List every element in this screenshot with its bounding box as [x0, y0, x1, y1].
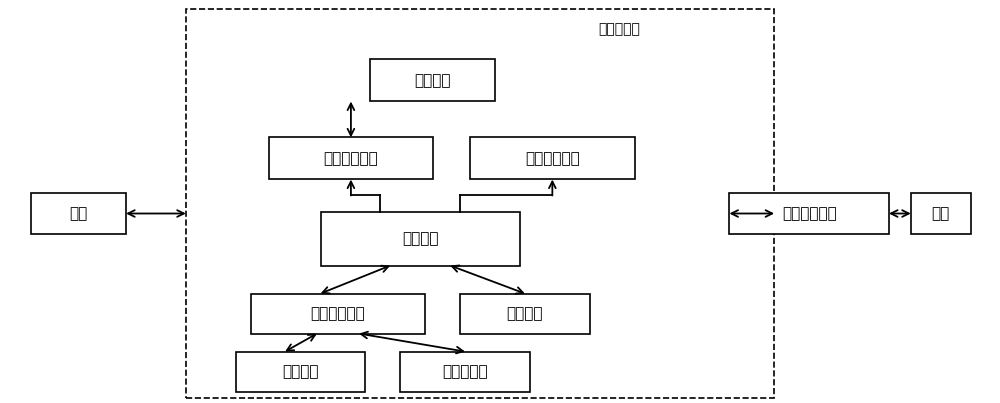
Bar	[320, 212, 520, 266]
Bar	[269, 137, 433, 179]
Text: 驱动装置: 驱动装置	[282, 364, 319, 379]
Bar	[31, 193, 126, 233]
Text: 采集模块: 采集模块	[414, 73, 451, 88]
Text: 通信模块: 通信模块	[507, 306, 543, 321]
Text: 轨道: 轨道	[70, 206, 88, 221]
Bar	[470, 137, 635, 179]
Text: 控制模块: 控制模块	[402, 231, 438, 246]
Bar	[911, 193, 971, 233]
Text: 应急救援模块: 应急救援模块	[525, 151, 580, 166]
Bar	[186, 9, 774, 398]
Text: 用户: 用户	[932, 206, 950, 221]
Text: 数据处理模块: 数据处理模块	[324, 151, 378, 166]
Bar	[400, 351, 530, 392]
Text: 运动控制模块: 运动控制模块	[311, 306, 365, 321]
Text: 巡检机器人: 巡检机器人	[599, 23, 641, 36]
Bar	[460, 293, 590, 334]
Bar	[236, 351, 365, 392]
Bar	[729, 193, 889, 233]
Bar	[370, 59, 495, 102]
Text: 巡检机械臂: 巡检机械臂	[442, 364, 488, 379]
Text: 中央处理系统: 中央处理系统	[782, 206, 837, 221]
Bar	[251, 293, 425, 334]
